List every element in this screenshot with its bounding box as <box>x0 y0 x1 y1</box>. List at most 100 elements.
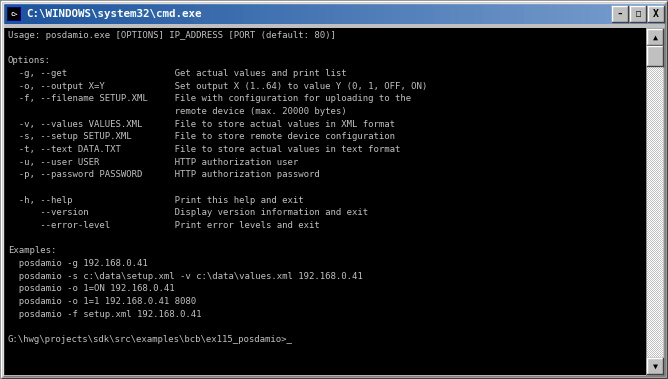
Bar <box>651 64 652 65</box>
Bar <box>651 70 652 71</box>
Bar <box>654 345 655 346</box>
Bar <box>652 57 653 58</box>
Bar <box>655 180 656 181</box>
Bar <box>657 62 658 63</box>
Bar <box>657 212 658 213</box>
Bar <box>647 70 648 71</box>
Bar <box>661 330 662 331</box>
Bar <box>656 347 657 348</box>
Bar <box>649 266 650 267</box>
Bar <box>662 119 663 120</box>
Bar <box>661 222 662 223</box>
Bar <box>653 62 654 63</box>
Bar <box>648 281 649 282</box>
Bar <box>656 169 657 170</box>
Bar <box>649 96 650 97</box>
Bar <box>651 138 652 139</box>
Bar <box>647 276 648 277</box>
Bar <box>655 292 656 293</box>
Bar <box>651 280 652 281</box>
Bar <box>652 325 653 326</box>
Bar <box>657 240 658 241</box>
Bar <box>659 248 660 249</box>
Bar <box>662 55 663 56</box>
Bar <box>659 234 660 235</box>
Bar <box>656 213 657 214</box>
Bar <box>654 99 655 100</box>
Bar <box>652 87 653 88</box>
Bar <box>647 180 648 181</box>
Bar <box>662 237 663 238</box>
Bar <box>647 116 648 117</box>
Bar <box>649 156 650 157</box>
Bar <box>649 120 650 121</box>
Bar <box>662 265 663 266</box>
Bar <box>648 251 649 252</box>
Bar <box>657 318 658 319</box>
Bar <box>659 60 660 61</box>
Bar <box>657 276 658 277</box>
Bar <box>660 201 661 202</box>
Bar <box>652 125 653 126</box>
Bar <box>656 269 657 270</box>
Bar <box>662 49 663 50</box>
Bar <box>655 202 656 203</box>
Bar <box>658 153 659 154</box>
Bar <box>656 83 657 84</box>
Bar <box>662 233 663 234</box>
Bar <box>650 89 651 90</box>
Bar <box>662 249 663 250</box>
Bar <box>658 59 659 60</box>
Bar <box>654 177 655 178</box>
Bar <box>652 59 653 60</box>
Bar <box>655 200 656 201</box>
Text: -o, --output X=Y             Set output X (1..64) to value Y (0, 1, OFF, ON): -o, --output X=Y Set output X (1..64) to… <box>8 81 428 91</box>
Bar <box>651 152 652 153</box>
Bar <box>647 134 648 135</box>
Bar <box>655 118 656 119</box>
Bar <box>659 146 660 147</box>
Bar <box>662 77 663 78</box>
Bar <box>651 340 652 341</box>
Bar <box>659 322 660 323</box>
Bar <box>582 4 591 24</box>
Bar <box>660 57 661 58</box>
Bar <box>375 4 384 24</box>
Bar <box>648 199 649 200</box>
Bar <box>659 336 660 337</box>
Bar <box>660 79 661 80</box>
Bar <box>662 137 663 138</box>
Bar <box>648 171 649 172</box>
Bar <box>656 47 657 48</box>
Bar <box>656 185 657 186</box>
Bar <box>661 78 662 79</box>
Bar <box>654 51 655 52</box>
Bar <box>652 321 653 322</box>
Bar <box>657 104 658 105</box>
Bar <box>662 217 663 218</box>
Bar <box>659 116 660 117</box>
Bar <box>648 159 649 160</box>
Bar <box>660 267 661 268</box>
Bar <box>653 350 654 351</box>
Text: Usage: posdamio.exe [OPTIONS] IP_ADDRESS [PORT (default: 80)]: Usage: posdamio.exe [OPTIONS] IP_ADDRESS… <box>8 31 336 40</box>
Bar <box>660 195 661 196</box>
Bar <box>655 242 656 243</box>
Bar <box>647 302 648 303</box>
Bar <box>650 297 651 298</box>
Bar <box>659 240 660 241</box>
Bar <box>251 4 261 24</box>
Bar <box>657 68 658 69</box>
Bar <box>647 354 648 355</box>
Bar <box>660 129 661 130</box>
Bar <box>650 231 651 232</box>
Bar <box>658 47 659 48</box>
Bar <box>654 65 655 66</box>
Bar <box>650 83 651 84</box>
Bar <box>653 156 654 157</box>
Bar <box>660 101 661 102</box>
Bar <box>655 214 656 215</box>
Bar <box>650 279 651 280</box>
Bar <box>655 168 656 169</box>
Bar <box>659 192 660 193</box>
